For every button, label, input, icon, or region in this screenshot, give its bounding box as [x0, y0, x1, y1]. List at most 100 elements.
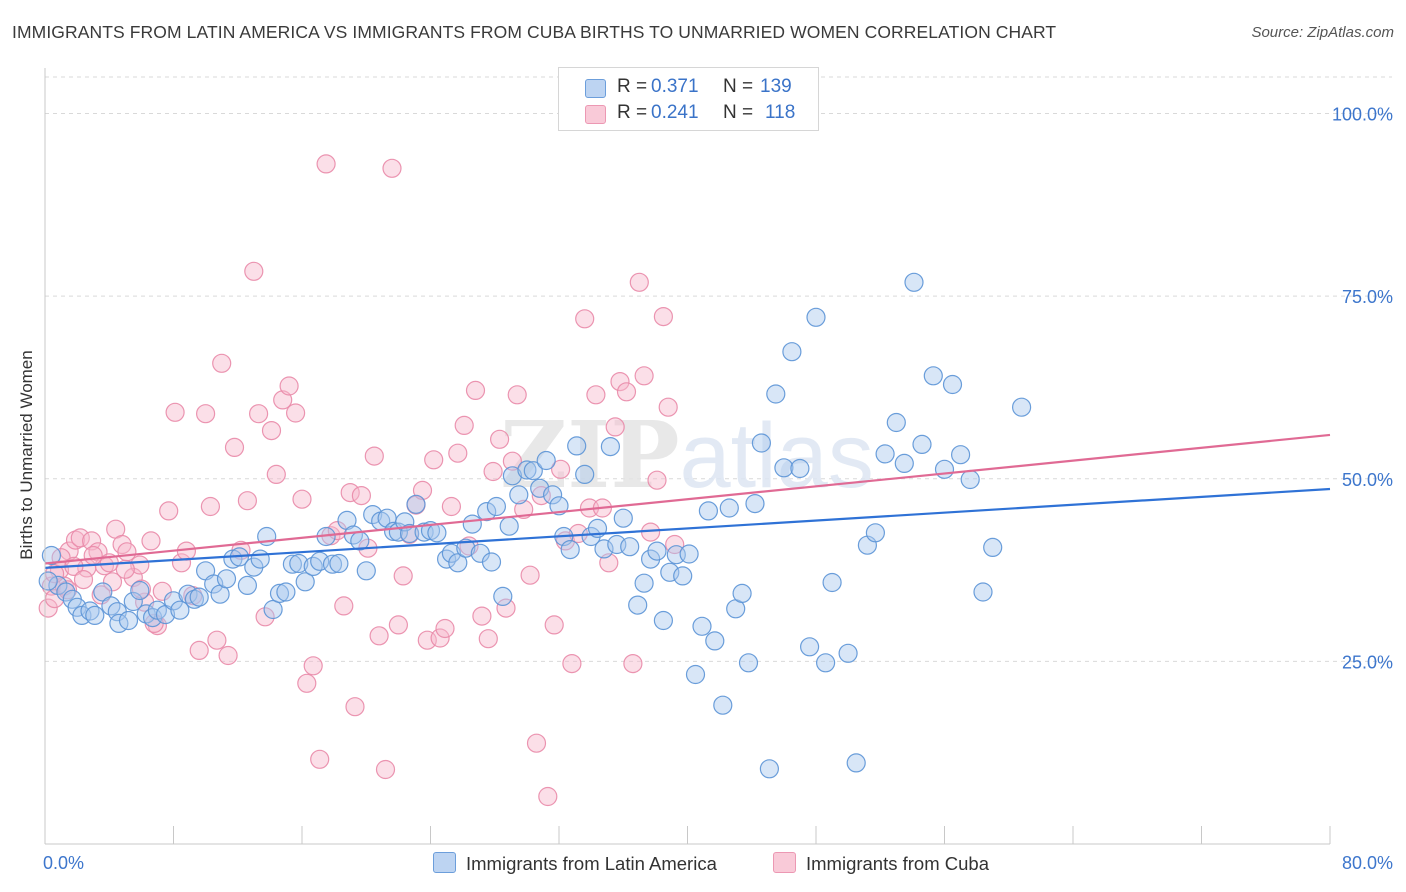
latin-america-point	[634, 573, 654, 593]
bottom-legend-swatch-pink	[773, 852, 796, 873]
latin-america-point	[705, 631, 725, 651]
latin-america-point	[806, 307, 826, 327]
latin-america-point	[356, 561, 376, 581]
cuba-point	[334, 596, 354, 616]
cuba-point	[562, 653, 582, 674]
cuba-point	[550, 459, 571, 479]
latin-america-point	[983, 537, 1003, 558]
legend: R = 0.371 N = 139 R = 0.241 N = 118	[558, 67, 819, 131]
latin-america-point	[560, 539, 580, 560]
latin-america-point	[244, 557, 264, 577]
latin-america-point	[594, 539, 614, 559]
cuba-point	[520, 565, 540, 585]
cuba-point	[364, 446, 384, 466]
x-tick-label: 0.0%	[43, 853, 84, 873]
latin-america-point	[732, 583, 752, 604]
cuba-point	[369, 626, 389, 646]
cuba-point	[152, 581, 172, 601]
legend-r-value: 0.241	[651, 102, 699, 123]
cuba-point	[351, 486, 371, 506]
latin-america-point	[400, 523, 420, 544]
latin-america-point	[189, 587, 209, 607]
cuba-point	[286, 403, 306, 423]
cuba-point	[224, 437, 245, 457]
cuba-point	[544, 615, 564, 635]
cuba-point	[448, 443, 468, 463]
latin-america-point	[481, 552, 502, 572]
cuba-point	[200, 496, 220, 517]
latin-america-point	[289, 553, 309, 574]
watermark-zip: ZIP	[500, 401, 679, 509]
cuba-point	[616, 382, 637, 402]
latin-america-point	[1011, 397, 1032, 417]
latin-america-point	[216, 569, 237, 589]
latin-america-point	[640, 549, 661, 569]
cuba-point	[115, 559, 135, 579]
latin-america-point	[613, 508, 633, 528]
latin-america-point	[118, 610, 139, 631]
cuba-point	[430, 628, 450, 648]
cuba-point	[538, 786, 558, 807]
axis-layer: 25.0% 50.0% 75.0% 100.0% 0.0% 80.0%	[43, 68, 1393, 873]
latin-america-point	[846, 753, 866, 773]
cuba-point	[81, 531, 102, 551]
latin-america-point	[679, 544, 699, 564]
cuba-point	[424, 450, 444, 470]
cuba-point	[83, 545, 103, 566]
latin-america-point	[719, 498, 739, 518]
cuba-point	[102, 572, 123, 592]
cuba-point	[454, 415, 474, 435]
latin-america-point	[653, 610, 674, 631]
latin-america-point	[799, 637, 820, 657]
cuba-point	[483, 461, 503, 482]
latin-america-point	[536, 450, 556, 471]
latin-america-point	[782, 342, 802, 362]
latin-america-point	[912, 434, 932, 454]
latin-america-point	[38, 571, 58, 591]
latin-america-point	[48, 575, 68, 596]
cuba-point	[70, 528, 90, 548]
latin-america-point	[322, 554, 343, 574]
bottom-legend-cuba: Immigrants from Cuba	[773, 852, 989, 875]
cuba-point	[586, 385, 606, 405]
latin-america-point	[170, 600, 190, 620]
bottom-legend-latin-america: Immigrants from Latin America	[433, 852, 717, 875]
cuba-point	[472, 606, 492, 626]
x-tick-label: 80.0%	[1342, 853, 1393, 873]
cuba-point	[441, 496, 461, 517]
y-tick-label: 25.0%	[1342, 652, 1393, 672]
latin-america-point	[456, 538, 476, 558]
latin-america-point	[477, 502, 497, 522]
latin-america-point	[673, 566, 693, 586]
cuba-point	[297, 673, 317, 693]
cuba-point	[212, 353, 232, 373]
latin-america-point	[282, 554, 302, 574]
latin-america-point	[123, 591, 143, 612]
latin-america-point	[766, 384, 786, 404]
cuba-point	[507, 385, 527, 405]
cuba-point	[478, 629, 498, 649]
latin-america-point	[647, 541, 667, 561]
cuba-point	[261, 421, 282, 441]
latin-america-point	[56, 582, 76, 602]
latin-america-point	[363, 504, 383, 525]
latin-america-point	[303, 556, 323, 577]
latin-america-point	[130, 580, 150, 601]
cuba-point	[526, 733, 547, 753]
latin-america-point	[486, 496, 506, 517]
legend-r-label: R =	[617, 76, 648, 97]
cuba-point	[647, 470, 667, 490]
latin-america-point	[204, 574, 224, 594]
cuba-point	[388, 615, 408, 635]
legend-r-label: R =	[617, 102, 648, 123]
latin-america-point	[136, 604, 156, 624]
cuba-point	[310, 749, 330, 769]
latin-america-point	[295, 572, 315, 592]
series-latin-america-points	[38, 272, 1032, 779]
cuba-point	[605, 417, 625, 437]
y-tick-label: 50.0%	[1342, 470, 1393, 490]
cuba-point	[303, 656, 323, 676]
cuba-point	[345, 697, 365, 717]
cuba-point	[159, 501, 179, 521]
